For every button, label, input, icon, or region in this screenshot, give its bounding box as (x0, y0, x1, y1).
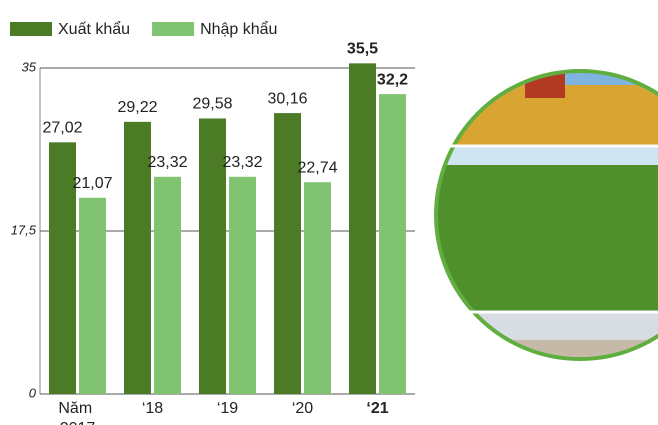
photo-collage (430, 60, 658, 423)
bar (274, 113, 301, 394)
value-label: 23,32 (222, 154, 262, 171)
legend-swatch (10, 22, 52, 36)
value-label: 29,58 (192, 96, 232, 113)
y-tick-label: 17,5 (11, 222, 37, 237)
x-tick-label: Năm 2017 (58, 400, 96, 425)
y-tick-label: 35 (22, 59, 37, 74)
x-tick-label: ‘19 (217, 400, 238, 417)
value-label: 23,32 (147, 154, 187, 171)
x-tick-label-line: ‘21 (366, 400, 388, 417)
x-tick-label: ‘21 (366, 400, 388, 417)
legend-swatch (152, 22, 194, 36)
value-label: 27,02 (42, 120, 82, 137)
bar (379, 94, 406, 394)
bar (229, 177, 256, 394)
x-tick-label-line: ‘20 (292, 400, 313, 417)
bar (154, 177, 181, 394)
y-tick-label: 0 (29, 385, 37, 400)
factory (430, 313, 658, 423)
value-label: 30,16 (267, 90, 307, 107)
tea-field (430, 165, 658, 313)
bar (79, 198, 106, 394)
x-tick-label: ‘20 (292, 400, 313, 417)
value-label: 22,74 (297, 159, 337, 176)
legend-label: Xuất khẩu (58, 20, 130, 38)
x-tick-label-line: 2017 (60, 420, 96, 425)
value-label: 29,22 (117, 99, 157, 116)
x-tick-label-line: ‘18 (142, 400, 163, 417)
x-tick-label-line: ‘19 (217, 400, 238, 417)
value-label: 21,07 (72, 175, 112, 192)
x-tick-label: ‘18 (142, 400, 163, 417)
chart: 0 17,5 35 27,02 21,07 Năm 2017 29,22 23,32 ‘18 29… (0, 0, 658, 425)
bar (304, 182, 331, 394)
sky (430, 145, 658, 165)
bar (349, 63, 376, 394)
x-tick-label-line: Năm (58, 400, 96, 417)
legend-label: Nhập khẩu (200, 20, 277, 38)
value-label: 35,5 (347, 41, 378, 58)
value-label: 32,2 (377, 71, 408, 88)
